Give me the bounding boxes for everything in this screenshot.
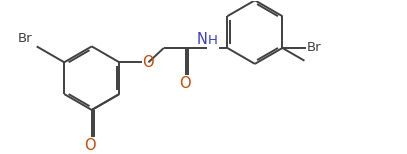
Text: N: N <box>197 32 208 47</box>
Text: Br: Br <box>18 32 33 45</box>
Text: O: O <box>179 77 191 91</box>
Text: H: H <box>208 34 218 47</box>
Text: O: O <box>142 55 154 70</box>
Text: Br: Br <box>307 41 322 55</box>
Text: O: O <box>84 138 96 154</box>
